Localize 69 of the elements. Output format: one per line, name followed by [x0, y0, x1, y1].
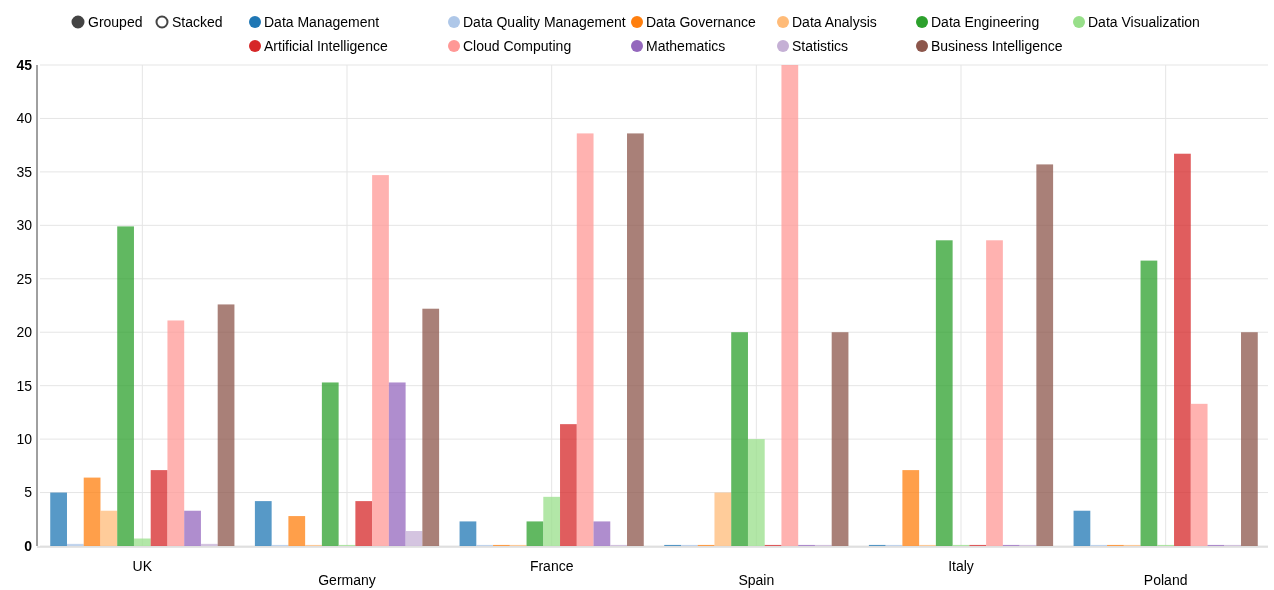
x-tick-label: Germany [318, 571, 376, 588]
legend-label: Data Quality Management [463, 13, 626, 30]
bar [543, 496, 561, 546]
bar [1140, 260, 1158, 546]
x-tick-label: Poland [1143, 571, 1188, 588]
legend-label: Statistics [792, 37, 849, 54]
bar [217, 304, 235, 546]
bar [935, 240, 953, 546]
bar [459, 521, 477, 546]
legend-label: Mathematics [646, 37, 726, 54]
y-tick-label: 30 [16, 217, 33, 234]
bar [355, 501, 373, 546]
y-tick-label: 20 [16, 324, 33, 341]
legend-label: Data Analysis [792, 13, 877, 30]
bar [117, 226, 134, 546]
bar [1174, 153, 1191, 546]
legend-label: Data Management [264, 13, 380, 30]
bar [372, 175, 389, 546]
bar [321, 382, 339, 546]
text: Grouped [88, 13, 143, 30]
legend-label: Data Visualization [1088, 13, 1200, 30]
legend-label: Cloud Computing [463, 37, 572, 54]
bar [288, 516, 306, 546]
bar [200, 543, 218, 546]
legend-label: Data Governance [646, 13, 756, 30]
y-tick-label: 45 [16, 56, 33, 73]
legend-label: Data Engineering [931, 13, 1040, 30]
bar [831, 332, 849, 546]
bar [254, 501, 272, 546]
bar [576, 133, 594, 546]
y-tick-label: 5 [24, 484, 33, 501]
y-tick-label: 35 [16, 163, 33, 180]
bar [167, 320, 185, 546]
text: Stacked [172, 13, 223, 30]
x-tick-label: France [529, 557, 574, 574]
legend-label: Artificial Intelligence [264, 37, 388, 54]
bar [422, 308, 440, 546]
bar [986, 240, 1003, 546]
x-tick-label: UK [132, 557, 153, 574]
bar [526, 521, 544, 546]
bar [83, 477, 101, 546]
x-tick-label: Italy [948, 557, 974, 574]
y-tick-label: 0 [24, 537, 33, 554]
y-tick-label: 15 [16, 377, 33, 394]
bar [1241, 332, 1258, 546]
bar [902, 470, 920, 546]
bar [50, 492, 67, 546]
legend-label: Business Intelligence [931, 37, 1063, 54]
y-tick-label: 25 [16, 270, 33, 287]
y-tick-label: 10 [16, 431, 33, 448]
bar [388, 382, 406, 546]
bar [560, 424, 577, 546]
bar [781, 65, 799, 546]
bar [133, 538, 151, 546]
bar [714, 492, 732, 546]
bar [66, 543, 84, 546]
bar [405, 531, 423, 546]
bar [1190, 403, 1208, 546]
bar [100, 510, 118, 546]
bar [731, 332, 748, 546]
bar [627, 133, 644, 546]
bar [747, 439, 765, 546]
bar [150, 470, 168, 546]
x-tick-label: Spain [738, 571, 775, 588]
bar [184, 510, 201, 546]
bar [1073, 510, 1091, 546]
bar [593, 521, 611, 546]
bar [1036, 164, 1054, 546]
y-tick-label: 40 [16, 110, 33, 127]
